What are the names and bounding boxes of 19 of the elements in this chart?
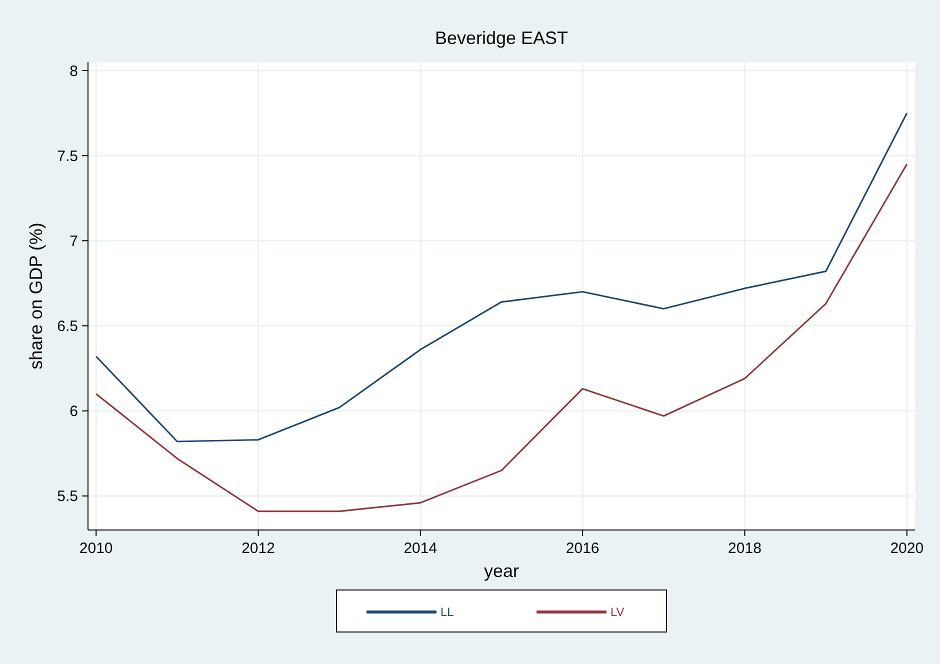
text: LL <box>440 605 454 620</box>
chart-title: Beveridge EAST <box>434 28 568 48</box>
y-tick-label: 5.5 <box>57 488 78 506</box>
y-tick-label: 8 <box>70 62 78 80</box>
text: LV <box>610 605 624 620</box>
x-tick-label: 2012 <box>242 540 275 557</box>
line-series <box>95 112 908 442</box>
x-tick-label: 2014 <box>404 540 438 557</box>
y-tick-label: 7.5 <box>57 148 78 165</box>
y-tick-label: 6.5 <box>57 318 78 336</box>
y-tick-label: 6 <box>70 403 78 420</box>
x-axis-title: year <box>484 561 520 581</box>
y-tick-label: 7 <box>70 232 78 250</box>
x-tick-label: 2010 <box>79 540 113 557</box>
x-tick-label: 2016 <box>566 540 600 557</box>
y-axis-title: share on GDP (%) <box>26 222 46 370</box>
line-series <box>95 163 908 512</box>
x-tick-label: 2020 <box>890 540 924 557</box>
x-tick-label: 2018 <box>728 540 762 557</box>
